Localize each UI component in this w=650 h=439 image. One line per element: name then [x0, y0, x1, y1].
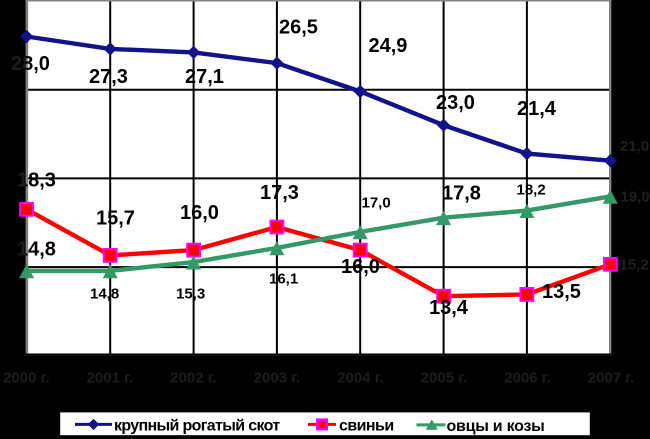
svg-text:17,8: 17,8: [442, 183, 481, 205]
svg-text:14,8: 14,8: [90, 286, 119, 303]
svg-text:15,2: 15,2: [620, 257, 649, 274]
svg-text:2007 г.: 2007 г.: [588, 370, 634, 387]
svg-text:16,0: 16,0: [341, 256, 380, 278]
svg-text:16,1: 16,1: [269, 271, 298, 288]
svg-text:21,4: 21,4: [517, 98, 557, 120]
svg-text:19,0: 19,0: [621, 189, 650, 206]
svg-text:28,0: 28,0: [11, 53, 50, 75]
svg-text:15,7: 15,7: [96, 207, 135, 229]
svg-text:27,1: 27,1: [185, 66, 224, 88]
svg-text:18,3: 18,3: [17, 170, 56, 192]
svg-text:13,5: 13,5: [542, 281, 581, 303]
svg-text:24,9: 24,9: [369, 35, 408, 57]
svg-text:14,8: 14,8: [17, 239, 56, 261]
svg-text:2001 г.: 2001 г.: [87, 370, 133, 387]
svg-text:18,3: 18,3: [17, 170, 56, 192]
svg-text:18,2: 18,2: [517, 182, 546, 199]
svg-text:свиньи: свиньи: [339, 418, 394, 435]
svg-text:крупный рогатый скот: крупный рогатый скот: [114, 418, 280, 435]
svg-text:27,3: 27,3: [89, 66, 128, 88]
svg-text:2003 г.: 2003 г.: [254, 370, 300, 387]
svg-text:овцы и козы: овцы и козы: [447, 418, 545, 435]
svg-text:26,5: 26,5: [279, 17, 318, 39]
svg-text:23,0: 23,0: [436, 92, 475, 114]
svg-text:2000 г.: 2000 г.: [3, 370, 49, 387]
svg-text:2005 г.: 2005 г.: [421, 370, 467, 387]
svg-text:13,4: 13,4: [429, 297, 469, 319]
svg-text:2004 г.: 2004 г.: [337, 370, 383, 387]
svg-text:2002 г.: 2002 г.: [170, 370, 216, 387]
svg-text:28,0: 28,0: [11, 53, 50, 75]
svg-text:2006 г.: 2006 г.: [504, 370, 550, 387]
svg-text:16,0: 16,0: [180, 202, 219, 224]
svg-text:14,8: 14,8: [17, 239, 56, 261]
svg-text:21,0: 21,0: [620, 138, 649, 155]
svg-text:15,3: 15,3: [176, 286, 205, 303]
svg-text:17,0: 17,0: [362, 195, 391, 212]
svg-text:17,3: 17,3: [260, 182, 299, 204]
